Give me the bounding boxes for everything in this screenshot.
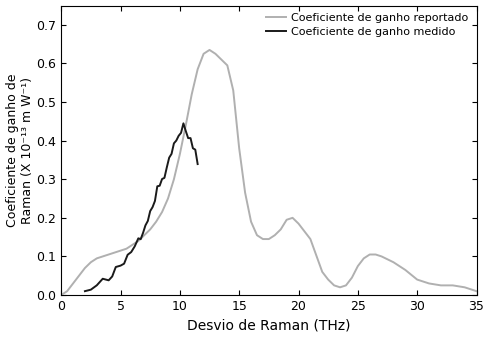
Coeficiente de ganho medido bbox=[157, 184, 163, 188]
Coeficiente de ganho medido bbox=[109, 274, 115, 279]
Coeficiente de ganho medido bbox=[185, 136, 191, 140]
Coeficiente de ganho medido bbox=[152, 199, 158, 203]
Coeficiente de ganho medido bbox=[135, 236, 141, 240]
Coeficiente de ganho medido bbox=[88, 288, 94, 292]
Coeficiente de ganho medido bbox=[100, 277, 106, 281]
Coeficiente de ganho medido bbox=[145, 219, 151, 223]
Coeficiente de ganho medido bbox=[82, 289, 88, 293]
Coeficiente de ganho medido bbox=[154, 184, 160, 188]
Line: Coeficiente de ganho reportado: Coeficiente de ganho reportado bbox=[61, 50, 476, 295]
Legend: Coeficiente de ganho reportado, Coeficiente de ganho medido: Coeficiente de ganho reportado, Coeficie… bbox=[264, 11, 471, 39]
Coeficiente de ganho reportado bbox=[284, 218, 290, 222]
Coeficiente de ganho medido bbox=[143, 223, 148, 227]
Coeficiente de ganho medido bbox=[106, 278, 112, 282]
Coeficiente de ganho medido bbox=[140, 231, 146, 235]
Coeficiente de ganho reportado bbox=[391, 260, 396, 264]
Coeficiente de ganho medido bbox=[180, 121, 186, 125]
Coeficiente de ganho medido bbox=[121, 262, 127, 266]
Coeficiente de ganho medido bbox=[195, 162, 200, 166]
X-axis label: Desvio de Raman (THz): Desvio de Raman (THz) bbox=[187, 318, 351, 333]
Coeficiente de ganho medido bbox=[94, 283, 100, 287]
Coeficiente de ganho medido bbox=[193, 148, 198, 152]
Coeficiente de ganho medido bbox=[118, 264, 123, 268]
Coeficiente de ganho medido bbox=[188, 136, 194, 140]
Coeficiente de ganho medido bbox=[183, 129, 189, 133]
Coeficiente de ganho reportado bbox=[473, 289, 479, 293]
Coeficiente de ganho medido bbox=[171, 141, 177, 145]
Coeficiente de ganho reportado bbox=[58, 293, 64, 297]
Coeficiente de ganho reportado bbox=[129, 243, 135, 247]
Coeficiente de ganho medido bbox=[128, 250, 134, 254]
Coeficiente de ganho medido bbox=[190, 146, 196, 150]
Coeficiente de ganho reportado bbox=[242, 191, 248, 195]
Line: Coeficiente de ganho medido: Coeficiente de ganho medido bbox=[85, 123, 197, 291]
Coeficiente de ganho medido bbox=[178, 131, 184, 135]
Coeficiente de ganho medido bbox=[124, 253, 130, 257]
Coeficiente de ganho medido bbox=[159, 177, 165, 181]
Coeficiente de ganho reportado bbox=[153, 220, 159, 224]
Coeficiente de ganho medido bbox=[162, 176, 168, 180]
Coeficiente de ganho medido bbox=[173, 139, 179, 143]
Coeficiente de ganho medido bbox=[176, 134, 182, 138]
Coeficiente de ganho medido bbox=[166, 155, 172, 160]
Coeficiente de ganho medido bbox=[169, 152, 174, 156]
Y-axis label: Coeficiente de ganho de
Raman (X 10⁻¹³ m W⁻¹): Coeficiente de ganho de Raman (X 10⁻¹³ m… bbox=[5, 74, 33, 227]
Coeficiente de ganho reportado bbox=[88, 260, 94, 264]
Coeficiente de ganho reportado bbox=[207, 48, 213, 52]
Coeficiente de ganho medido bbox=[138, 237, 144, 241]
Coeficiente de ganho medido bbox=[164, 165, 170, 169]
Coeficiente de ganho medido bbox=[132, 244, 138, 248]
Coeficiente de ganho medido bbox=[149, 205, 155, 209]
Coeficiente de ganho medido bbox=[147, 209, 153, 213]
Coeficiente de ganho medido bbox=[113, 265, 119, 269]
